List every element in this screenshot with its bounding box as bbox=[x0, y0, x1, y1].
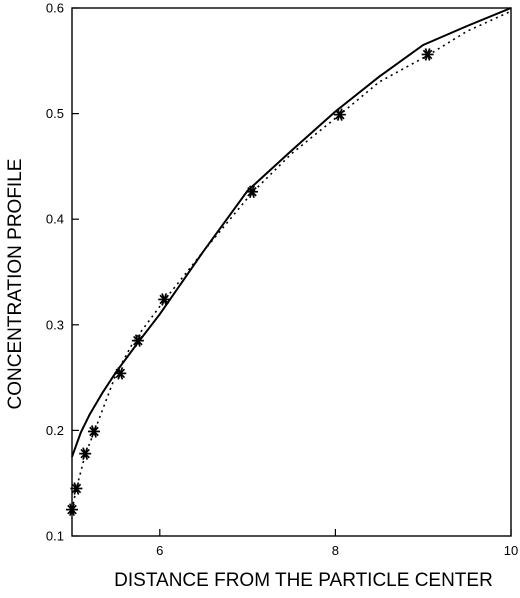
data-point-marker bbox=[131, 334, 144, 347]
plot-frame bbox=[71, 7, 512, 537]
series-layer bbox=[66, 7, 512, 516]
y-tick-label: 0.3 bbox=[46, 317, 64, 332]
y-tick-label: 0.2 bbox=[46, 423, 64, 438]
data-point-marker bbox=[87, 425, 100, 438]
data-point-marker bbox=[421, 48, 434, 61]
y-axis-title: CONCENTRATION PROFILE bbox=[5, 159, 26, 410]
data-point-marker bbox=[114, 367, 127, 380]
data-point-marker bbox=[333, 108, 346, 121]
y-tick-label: 0.6 bbox=[46, 1, 64, 16]
x-tick-label: 6 bbox=[156, 543, 163, 558]
y-tick-label: 0.4 bbox=[46, 212, 64, 227]
solid-series-line bbox=[71, 7, 512, 458]
data-point-marker bbox=[245, 185, 258, 199]
data-point-marker bbox=[66, 503, 78, 516]
data-point-marker bbox=[70, 482, 83, 495]
x-tick-label: 8 bbox=[332, 543, 339, 558]
x-axis-title: DISTANCE FROM THE PARTICLE CENTER bbox=[114, 570, 493, 591]
y-tick-label: 0.5 bbox=[46, 106, 64, 121]
dotted-series-line bbox=[71, 10, 512, 510]
ticks: 0.1 0.2 0.3 0.4 0.5 0.6 6 8 10 bbox=[46, 1, 518, 559]
data-point-marker bbox=[158, 293, 171, 306]
y-tick-label: 0.1 bbox=[46, 529, 64, 544]
x-tick-label: 10 bbox=[504, 543, 518, 558]
data-point-marker bbox=[79, 447, 92, 460]
axes bbox=[71, 7, 512, 537]
